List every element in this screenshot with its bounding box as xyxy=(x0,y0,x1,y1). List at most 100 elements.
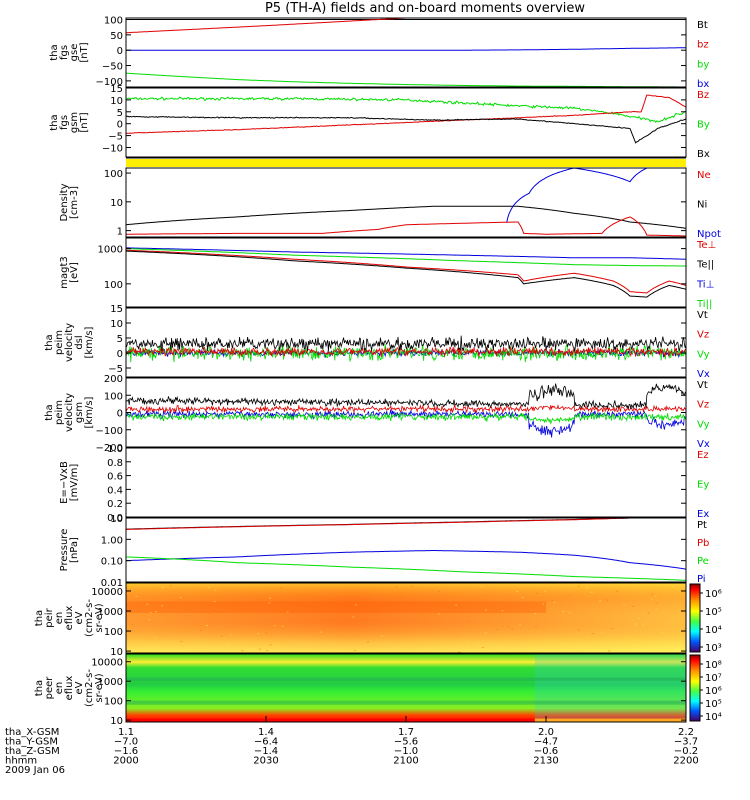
ytick-label: 200 xyxy=(104,374,123,385)
series-peim_velocity_gsm-0 xyxy=(126,409,686,438)
speckle xyxy=(256,647,259,649)
plot-area-peim_velocity_gsm xyxy=(126,383,686,438)
series-temperature-0 xyxy=(126,247,686,260)
plot-area-fgs_gsm xyxy=(126,94,686,144)
ytick-label: 1000 xyxy=(98,245,123,256)
speckle xyxy=(634,623,637,625)
legend-peim_velocity_gsm-3: Vx xyxy=(697,439,710,450)
ytick-label: 15 xyxy=(110,304,123,315)
speckle xyxy=(457,651,460,653)
speckle xyxy=(280,587,283,589)
ylabel-peir_en_eflux: sr-eV) xyxy=(94,603,105,632)
speckle xyxy=(551,599,554,601)
series-density-0 xyxy=(126,205,686,229)
ytick-label: 10 xyxy=(110,514,123,525)
speckle xyxy=(241,650,244,652)
legend-fgs_gse-0: Bt xyxy=(697,20,708,31)
legend-density-1: Ni xyxy=(697,200,707,211)
legend-peim_velocity_dsl-1: Vz xyxy=(697,330,709,341)
plot-title: P5 (TH-A) fields and on-board moments ov… xyxy=(265,1,585,16)
series-temperature-3 xyxy=(126,250,686,298)
legend-fgs_gsm-0: Bz xyxy=(697,90,709,101)
spectrogram-orange xyxy=(534,718,686,722)
panel-temperature: 1000 100 magt3 [eV] Te⊥ Te|| Ti⊥ Ti|| xyxy=(59,237,716,310)
ylabel-peim_velocity_dsl: dsl xyxy=(74,335,85,349)
speckle xyxy=(484,632,487,634)
ytick-label: 15 xyxy=(110,84,123,95)
legend-temperature-0: Te⊥ xyxy=(696,240,716,251)
ylabel-peim_velocity_dsl: velocity xyxy=(64,323,75,362)
ylabel-fgs_gse: fgs xyxy=(59,45,70,60)
legend-fgs_gse-1: bz xyxy=(697,40,709,51)
speckle xyxy=(455,604,458,606)
series-peim_velocity_dsl-1 xyxy=(126,343,686,363)
speckle xyxy=(590,592,593,593)
speckle xyxy=(501,610,504,612)
ytick-label: 50 xyxy=(110,31,123,42)
series-density-1 xyxy=(126,216,686,237)
speckle xyxy=(220,635,223,637)
speckle xyxy=(635,625,638,627)
ylabel-peir_en_eflux: tha xyxy=(34,610,45,626)
xaxis-value: −0.2 xyxy=(674,746,698,757)
series-peim_velocity_gsm-2 xyxy=(126,403,686,414)
panel-flag xyxy=(126,157,686,167)
speckle xyxy=(516,591,519,592)
ylabel-peim_velocity_dsl: [km/s] xyxy=(84,326,95,358)
ylabel-density: Density xyxy=(59,183,70,221)
legend-density-2: Npot xyxy=(697,229,721,240)
ytick-label: 0 xyxy=(117,409,123,420)
frame-peir_en_eflux xyxy=(125,582,687,654)
legend-pressure-0: Pt xyxy=(697,520,707,531)
ylabel-peim_velocity_gsm: peim xyxy=(54,400,65,425)
ytick-label: 0 xyxy=(117,349,123,360)
ylabel-fgs_gse: tha xyxy=(49,44,60,60)
ylabel-peer_en_eflux: tha xyxy=(34,680,45,696)
ylabel-peir_en_eflux: eflux xyxy=(64,606,75,631)
legend-peim_velocity_dsl-2: Vy xyxy=(697,349,710,360)
legend-peim_velocity_dsl-0: Vt xyxy=(697,310,708,321)
speckle xyxy=(568,612,571,614)
xaxis-value: 2030 xyxy=(253,756,278,767)
speckle xyxy=(161,586,164,588)
xaxis-value: 1.7 xyxy=(398,727,414,738)
speckle xyxy=(562,610,565,612)
ytick-label: 5 xyxy=(117,334,123,345)
colorbar-label: 10³ xyxy=(705,643,722,654)
xaxis-row-label: tha_Y-GSM xyxy=(5,737,58,748)
flag-bar xyxy=(126,159,686,167)
ylabel-fgs_gse: gse xyxy=(69,44,80,62)
xaxis-row-label: tha_X-GSM xyxy=(5,727,59,738)
speckle xyxy=(180,640,183,642)
legend-fgs_gsm-1: By xyxy=(697,120,710,131)
speckle xyxy=(477,642,480,644)
frame-fgs_gsm xyxy=(125,87,687,158)
speckle xyxy=(586,588,589,590)
plot-area-pressure xyxy=(126,518,686,581)
series-peim_velocity_dsl-2 xyxy=(126,346,686,358)
speckle xyxy=(207,586,210,588)
ylabel-fgs_gsm: fgs xyxy=(59,115,70,130)
frame-density xyxy=(125,167,687,238)
speckle xyxy=(650,598,653,600)
speckle xyxy=(544,590,547,592)
xaxis-row-label: hhmm xyxy=(5,756,37,767)
speckle xyxy=(542,603,545,605)
speckle xyxy=(195,623,198,625)
ylabel-peir_en_eflux: (cm2-s- xyxy=(84,599,95,637)
speckle xyxy=(213,601,216,602)
speckle xyxy=(161,605,164,607)
ylabel-peer_en_eflux: sr-eV) xyxy=(94,673,105,702)
ylabel-peim_velocity_dsl: peim xyxy=(54,330,65,355)
speckle xyxy=(632,606,635,607)
ytick-label: 1.00 xyxy=(101,535,123,546)
ylabel-fgs_gsm: tha xyxy=(49,114,60,130)
ylabel-fgs_gsm: gsm xyxy=(69,112,80,133)
speckle xyxy=(438,591,440,592)
xaxis-value: 2200 xyxy=(673,756,698,767)
ytick-label: −10 xyxy=(102,143,123,154)
speckle xyxy=(327,650,329,652)
legend-efield-0: Ez xyxy=(697,450,709,461)
